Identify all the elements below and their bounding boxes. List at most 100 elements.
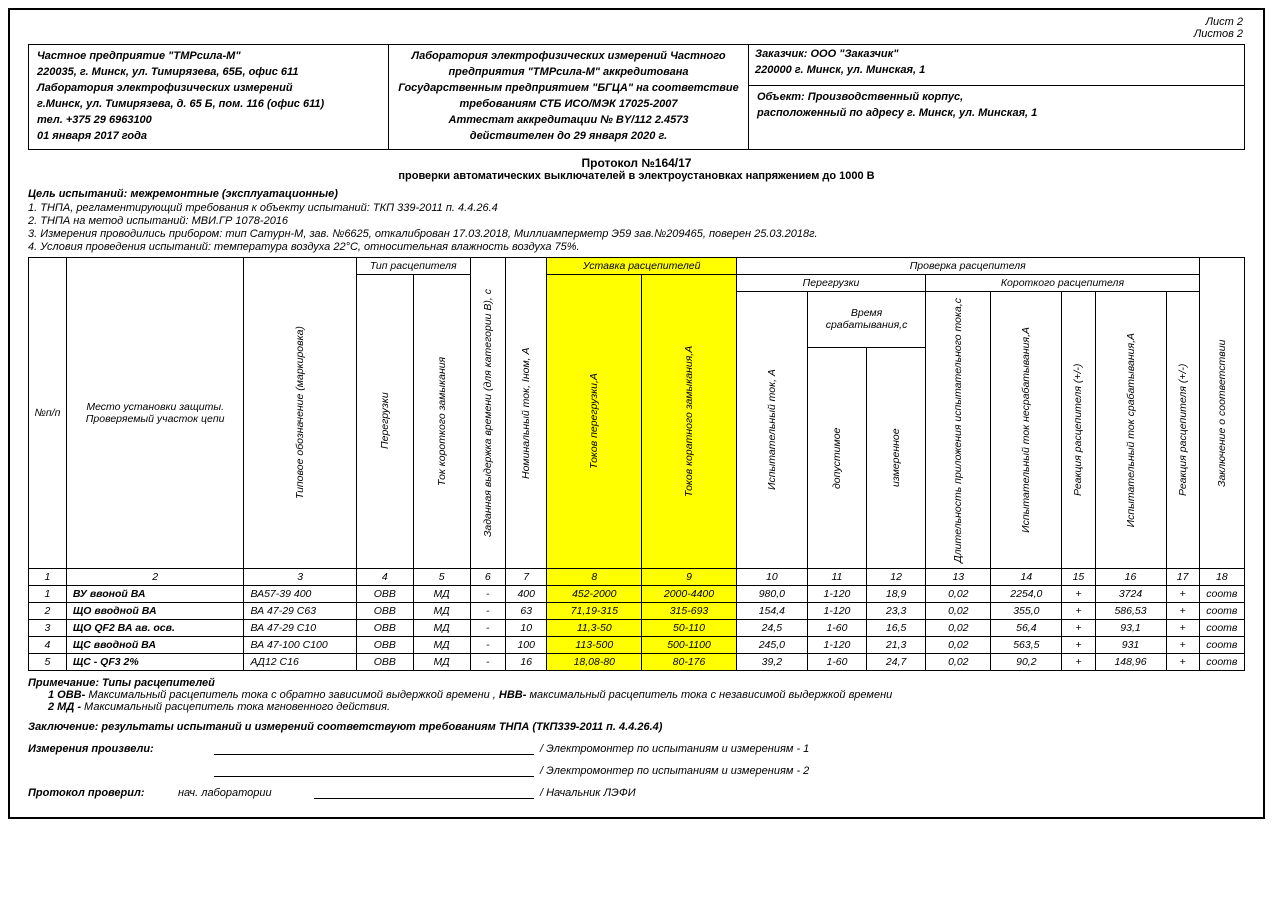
- h-type-group: Тип расцепителя: [356, 257, 470, 274]
- cell: -: [470, 603, 506, 620]
- cell: ЩС вводной ВА: [66, 637, 244, 654]
- cell: ОВВ: [356, 586, 413, 603]
- lab-l1: Лаборатория электрофизических измерений …: [397, 49, 740, 65]
- cell: +: [1166, 654, 1199, 671]
- fn1: Максимальный расцепитель тока с обратно …: [85, 689, 496, 701]
- h-trip-time: Время срабатывания,с: [807, 291, 925, 347]
- cn-14: 14: [991, 569, 1062, 586]
- cn-15: 15: [1062, 569, 1095, 586]
- page-number: Лист 2 Листов 2: [1194, 16, 1243, 40]
- protocol-sub: проверки автоматических выключателей в э…: [28, 170, 1245, 182]
- cust-top2: 220000 г. Минск, ул. Минская, 1: [755, 63, 1238, 79]
- footnotes: Примечание: Типы расцепителей 1 ОВВ- Мак…: [28, 677, 1245, 713]
- sig-3: Протокол проверил: нач. лаборатории / На…: [28, 787, 1245, 799]
- h-setting-group: Уставка расцепителей: [547, 257, 736, 274]
- cn-9: 9: [642, 569, 737, 586]
- cell: 16,5: [867, 620, 926, 637]
- company-info: Частное предприятие "ТМРсила-М" 220035, …: [29, 45, 389, 149]
- note-1: 1. ТНПА, регламентирующий требования к о…: [28, 202, 1245, 214]
- cell: ВА 47-29 С10: [244, 620, 356, 637]
- page-frame: Лист 2 Листов 2 Частное предприятие "ТМР…: [8, 8, 1265, 819]
- note-3: 3. Измерения проводились прибором: тип С…: [28, 228, 1245, 240]
- cell: 5: [29, 654, 67, 671]
- lab-l5: Аттестат аккредитации № BY/112 2.4573: [397, 113, 740, 129]
- cell: 0,02: [926, 637, 991, 654]
- cell: АД12 С16: [244, 654, 356, 671]
- cell: 21,3: [867, 637, 926, 654]
- cell: +: [1166, 586, 1199, 603]
- h-npp: №п/п: [32, 407, 63, 419]
- h-set-short: Токов коратного замыкания,А: [681, 321, 697, 521]
- test-goal: Цель испытаний: межремонтные (эксплуатац…: [28, 188, 1245, 200]
- table-row: 2ЩО вводной ВАВА 47-29 С63ОВВМД-6371,19-…: [29, 603, 1245, 620]
- cell: 586,53: [1095, 603, 1166, 620]
- cn-5: 5: [413, 569, 470, 586]
- lab-l3: Государственным предприятием "БГЦА" на с…: [397, 81, 740, 97]
- cell: ЩО QF2 ВА ав. осв.: [66, 620, 244, 637]
- cell: -: [470, 654, 506, 671]
- cell: 452-2000: [547, 586, 642, 603]
- cell: 315-693: [642, 603, 737, 620]
- cn-7: 7: [506, 569, 547, 586]
- cn-10: 10: [736, 569, 807, 586]
- h-conclusion: Заключение о соответствии: [1214, 313, 1230, 513]
- cell: 16: [506, 654, 547, 671]
- cell: 10: [506, 620, 547, 637]
- cell: 23,3: [867, 603, 926, 620]
- sig1-after: / Электромонтер по испытаниям и измерени…: [540, 743, 809, 755]
- sig1-blank: [214, 754, 534, 755]
- fn1-b2: НВВ-: [496, 689, 527, 701]
- cell: МД: [413, 603, 470, 620]
- protocol-title: Протокол №164/17: [28, 156, 1245, 170]
- cell: 400: [506, 586, 547, 603]
- lab-l2: предприятия "ТМРсила-М" аккредитована: [397, 65, 740, 81]
- cell: -: [470, 620, 506, 637]
- sig-1: Измерения произвели: / Электромонтер по …: [28, 743, 1245, 755]
- lab-info: Лаборатория электрофизических измерений …: [389, 45, 749, 149]
- cn-13: 13: [926, 569, 991, 586]
- cn-1: 1: [29, 569, 67, 586]
- cell: +: [1062, 637, 1095, 654]
- cell: 0,02: [926, 620, 991, 637]
- h-short-sub: Короткого расцепителя: [926, 274, 1199, 291]
- h-react2: Реакция расцепителя (+/-): [1176, 355, 1190, 505]
- table-row: 1ВУ ввоной ВАВА57-39 400ОВВМД-400452-200…: [29, 586, 1245, 603]
- cn-2: 2: [66, 569, 244, 586]
- cell: 11,3-50: [547, 620, 642, 637]
- cn-11: 11: [807, 569, 866, 586]
- h-nontrip: Испытательный ток несрабатывания,А: [1019, 323, 1033, 537]
- cell: +: [1062, 603, 1095, 620]
- cell: ВУ ввоной ВА: [66, 586, 244, 603]
- cell: 90,2: [991, 654, 1062, 671]
- cell: 24,5: [736, 620, 807, 637]
- cell: -: [470, 586, 506, 603]
- cell: ВА 47-100 С100: [244, 637, 356, 654]
- sig3-mid: нач. лаборатории: [178, 787, 308, 799]
- sheets-total: Листов 2: [1194, 28, 1243, 40]
- cell: МД: [413, 620, 470, 637]
- cell: 1-60: [807, 620, 866, 637]
- colnum-row: 1 2 3 4 5 6 7 8 9 10 11 12 13 14 15 16 1…: [29, 569, 1245, 586]
- cell: соотв: [1199, 620, 1244, 637]
- h-check-group: Проверка расцепителя: [736, 257, 1199, 274]
- fn1-b: 1 ОВВ-: [48, 689, 85, 701]
- h-marking: Типовое обозначение (маркировка): [292, 313, 308, 513]
- cell: 1: [29, 586, 67, 603]
- cell: 93,1: [1095, 620, 1166, 637]
- h-test-current: Испытательный ток, А: [765, 355, 779, 505]
- cell: 0,02: [926, 603, 991, 620]
- sig2-after: / Электромонтер по испытаниям и измерени…: [540, 765, 809, 777]
- cn-18: 18: [1199, 569, 1244, 586]
- h-measured: измеренное: [889, 403, 903, 513]
- company-l2: 220035, г. Минск, ул. Тимирязева, 65Б, о…: [37, 65, 380, 81]
- cn-6: 6: [470, 569, 506, 586]
- fn1-2: максимальный расцепитель тока с независи…: [526, 689, 892, 701]
- cell: 0,02: [926, 654, 991, 671]
- cell: ВА 47-29 С63: [244, 603, 356, 620]
- fn2: Максимальный расцепитель тока мгновенног…: [81, 701, 390, 713]
- h-overload-sub: Перегрузки: [736, 274, 925, 291]
- cust-top1: Заказчик: ООО "Заказчик": [755, 47, 1238, 63]
- cell: +: [1166, 620, 1199, 637]
- cell: 80-176: [642, 654, 737, 671]
- cell: 1-60: [807, 654, 866, 671]
